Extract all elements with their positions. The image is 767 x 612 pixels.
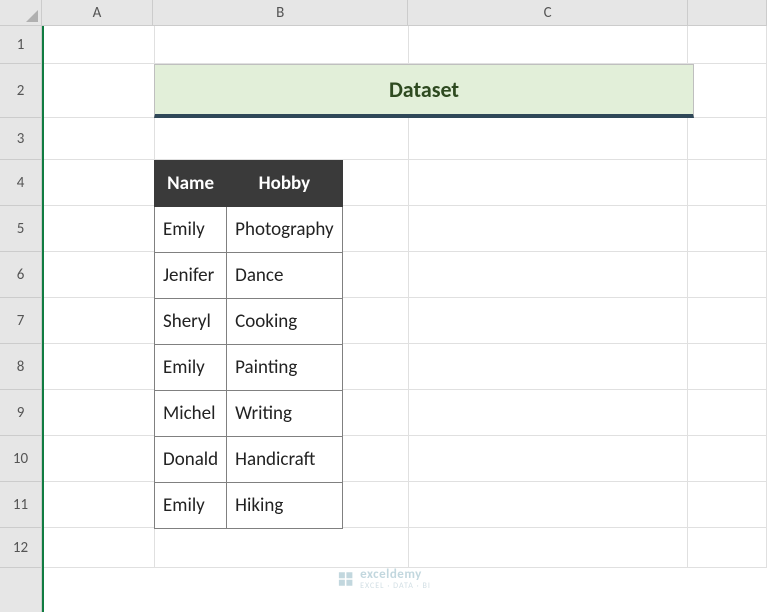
table-row: SherylCooking bbox=[155, 299, 343, 345]
grid-cell[interactable] bbox=[688, 436, 767, 482]
grid-cell[interactable] bbox=[44, 206, 155, 252]
grid-cell[interactable] bbox=[409, 252, 688, 298]
table-row: JeniferDance bbox=[155, 253, 343, 299]
table-header[interactable]: Hobby bbox=[227, 161, 343, 207]
grid-cell[interactable] bbox=[688, 160, 767, 206]
dataset-table: NameHobbyEmilyPhotographyJeniferDanceShe… bbox=[154, 160, 343, 529]
column-headers: ABC bbox=[42, 0, 767, 26]
grid-cell[interactable] bbox=[409, 26, 688, 64]
row-header[interactable]: 7 bbox=[0, 298, 41, 344]
grid-cell[interactable] bbox=[155, 118, 410, 160]
table-cell[interactable]: Writing bbox=[227, 391, 343, 437]
grid-cell[interactable] bbox=[409, 160, 688, 206]
row-header[interactable]: 8 bbox=[0, 344, 41, 390]
dataset-title: Dataset bbox=[154, 64, 694, 118]
column-header[interactable]: C bbox=[408, 0, 687, 25]
table-row: EmilyHiking bbox=[155, 483, 343, 529]
table-cell[interactable]: Painting bbox=[227, 345, 343, 391]
grid-cell[interactable] bbox=[688, 118, 767, 160]
select-all-icon bbox=[26, 10, 38, 22]
grid-cell[interactable] bbox=[44, 298, 155, 344]
row-header[interactable]: 5 bbox=[0, 206, 41, 252]
table-cell[interactable]: Hiking bbox=[227, 483, 343, 529]
table-row: MichelWriting bbox=[155, 391, 343, 437]
watermark-text: exceldemy EXCEL · DATA · BI bbox=[360, 567, 431, 590]
grid-cell[interactable] bbox=[409, 344, 688, 390]
grid-cell[interactable] bbox=[155, 26, 410, 64]
row-header[interactable]: 2 bbox=[0, 64, 41, 118]
grid-cell[interactable] bbox=[409, 528, 688, 568]
row-header[interactable]: 6 bbox=[0, 252, 41, 298]
grid-cell[interactable] bbox=[409, 390, 688, 436]
grid-cell[interactable] bbox=[688, 528, 767, 568]
table-row: EmilyPainting bbox=[155, 345, 343, 391]
grid-cell[interactable] bbox=[44, 482, 155, 528]
grid-cell[interactable] bbox=[409, 118, 688, 160]
row-header[interactable]: 9 bbox=[0, 390, 41, 436]
table-cell[interactable]: Jenifer bbox=[155, 253, 227, 299]
grid-cell[interactable] bbox=[688, 344, 767, 390]
row-header[interactable]: 3 bbox=[0, 118, 41, 160]
grid-cell[interactable] bbox=[688, 252, 767, 298]
column-header[interactable] bbox=[688, 0, 767, 25]
table-header[interactable]: Name bbox=[155, 161, 227, 207]
grid-cell[interactable] bbox=[44, 528, 155, 568]
select-all-corner[interactable] bbox=[0, 0, 42, 26]
grid-cell[interactable] bbox=[688, 26, 767, 64]
table-cell[interactable]: Emily bbox=[155, 207, 227, 253]
grid-cell[interactable] bbox=[688, 482, 767, 528]
grid-cell[interactable] bbox=[409, 482, 688, 528]
grid-cell[interactable] bbox=[688, 64, 767, 118]
grid-cell[interactable] bbox=[409, 436, 688, 482]
grid-cell[interactable] bbox=[44, 26, 155, 64]
watermark: exceldemy EXCEL · DATA · BI bbox=[336, 567, 431, 590]
row-header[interactable]: 10 bbox=[0, 436, 41, 482]
row-header[interactable]: 4 bbox=[0, 160, 41, 206]
watermark-sub: EXCEL · DATA · BI bbox=[360, 582, 431, 590]
row-headers: 123456789101112 bbox=[0, 26, 42, 612]
table-cell[interactable]: Emily bbox=[155, 483, 227, 529]
grid-cell[interactable] bbox=[688, 206, 767, 252]
table-cell[interactable]: Michel bbox=[155, 391, 227, 437]
row-header[interactable]: 12 bbox=[0, 528, 41, 568]
grid-cell[interactable] bbox=[44, 64, 155, 118]
watermark-icon bbox=[336, 570, 354, 588]
grid-cell[interactable] bbox=[688, 298, 767, 344]
grid-cell[interactable] bbox=[688, 390, 767, 436]
table-cell[interactable]: Donald bbox=[155, 437, 227, 483]
column-header[interactable]: B bbox=[153, 0, 409, 25]
table-cell[interactable]: Cooking bbox=[227, 299, 343, 345]
table-row: DonaldHandicraft bbox=[155, 437, 343, 483]
table-cell[interactable]: Emily bbox=[155, 345, 227, 391]
table-cell[interactable]: Sheryl bbox=[155, 299, 227, 345]
row-header[interactable]: 11 bbox=[0, 482, 41, 528]
grid-cell[interactable] bbox=[44, 344, 155, 390]
grid-cell[interactable] bbox=[155, 528, 410, 568]
grid-cell[interactable] bbox=[409, 298, 688, 344]
grid-cell[interactable] bbox=[44, 252, 155, 298]
column-header[interactable]: A bbox=[42, 0, 153, 25]
grid-cell[interactable] bbox=[44, 436, 155, 482]
grid-cell[interactable] bbox=[44, 118, 155, 160]
watermark-main: exceldemy bbox=[360, 567, 422, 582]
row-header[interactable]: 1 bbox=[0, 26, 41, 64]
grid-cell[interactable] bbox=[44, 160, 155, 206]
table-cell[interactable]: Dance bbox=[227, 253, 343, 299]
spreadsheet: ABC 123456789101112 DatasetNameHobbyEmil… bbox=[0, 0, 767, 612]
grid-cell[interactable] bbox=[44, 390, 155, 436]
table-row: EmilyPhotography bbox=[155, 207, 343, 253]
table-cell[interactable]: Photography bbox=[227, 207, 343, 253]
table-cell[interactable]: Handicraft bbox=[227, 437, 343, 483]
grid-cell[interactable] bbox=[409, 206, 688, 252]
